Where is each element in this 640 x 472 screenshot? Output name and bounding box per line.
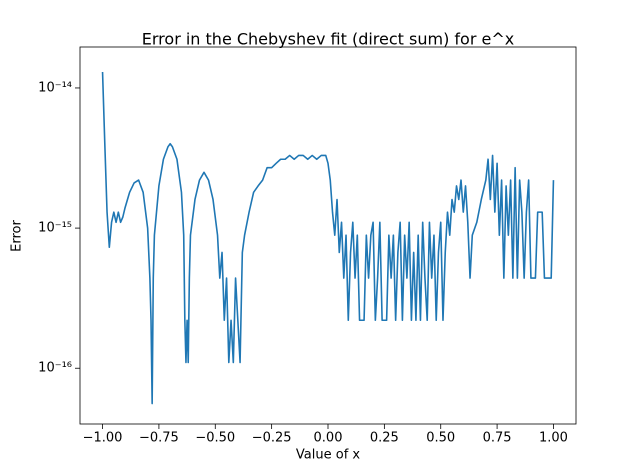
- y-axis-label: Error: [10, 220, 25, 252]
- chart-title: Error in the Chebyshev fit (direct sum) …: [142, 30, 514, 49]
- x-tick-label: −0.75: [139, 431, 179, 446]
- x-tick-label: −1.00: [83, 431, 123, 446]
- x-axis-label: Value of x: [296, 448, 360, 463]
- plot-frame: [79, 46, 577, 425]
- y-tick-label: 10⁻¹⁴: [38, 80, 72, 95]
- data-line: [101, 71, 555, 405]
- x-tick-label: 1.00: [539, 431, 568, 446]
- x-tick-label: 0.25: [370, 431, 399, 446]
- x-tick-label: −0.25: [252, 431, 292, 446]
- x-tick-label: −0.50: [195, 431, 235, 446]
- x-tick-label: 0.00: [314, 431, 343, 446]
- x-tick-label: 0.50: [426, 431, 455, 446]
- y-tick-label: 10⁻¹⁵: [38, 221, 72, 236]
- x-tick-label: 0.75: [483, 431, 512, 446]
- y-tick-label: 10⁻¹⁶: [38, 361, 72, 376]
